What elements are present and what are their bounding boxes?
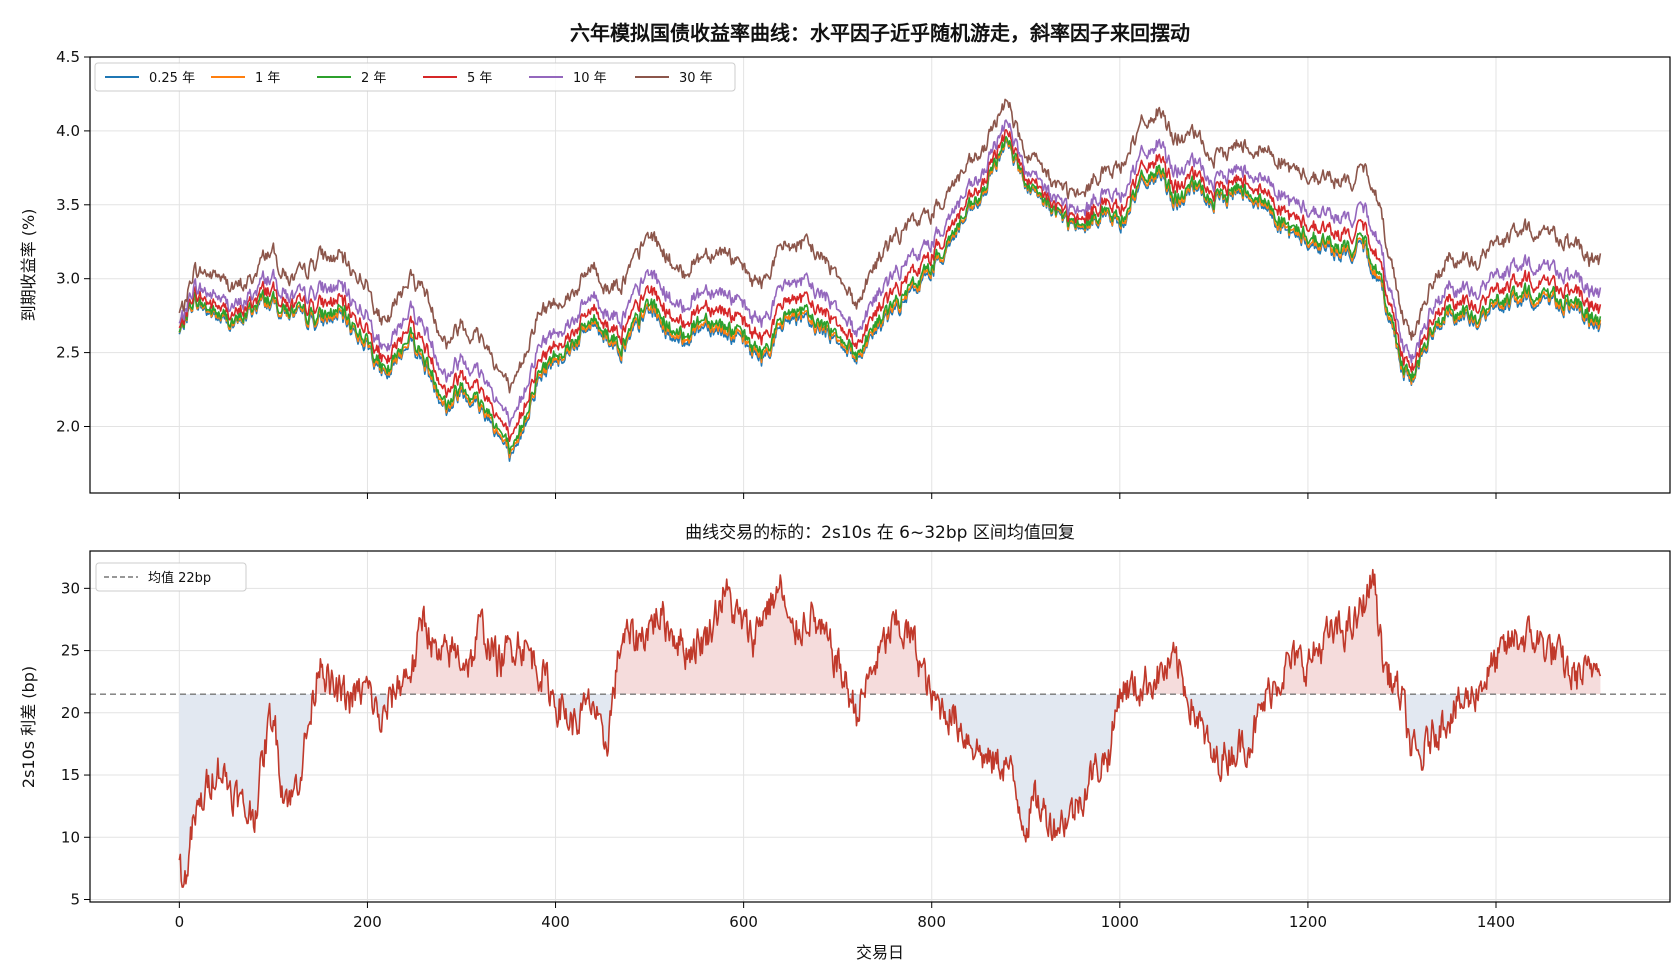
spread-y-tick-label: 30: [61, 579, 80, 597]
spread-x-tick-label: 600: [729, 913, 758, 931]
yield-y-tick-label: 3.0: [56, 270, 80, 288]
spread-y-tick-label: 20: [61, 704, 80, 722]
spread-line: [178, 568, 1602, 888]
spread-y-axis-label: 2s10s 利差 (bp): [19, 666, 38, 788]
spread-y-tick-label: 15: [61, 766, 80, 784]
spread-chart-title: 曲线交易的标的：2s10s 在 6~32bp 区间均值回复: [685, 523, 1075, 543]
yield-legend-box: [94, 62, 736, 92]
spread-x-tick-label: 200: [353, 913, 382, 931]
spread-x-tick-label: 800: [917, 913, 946, 931]
yield-curve-panel: 2.0 2.5 3.0 3.5 4.0 4.5 0.25 年 1 年 2 年 5 年 10 年 30 …: [56, 48, 1671, 499]
legend-label-2: 2 年: [361, 71, 386, 86]
yield-y-tick-label: 4.5: [56, 48, 80, 66]
legend-label-0: 0.25 年: [149, 71, 195, 86]
legend-label-5: 30 年: [679, 71, 713, 86]
spread-x-tick-label: 1200: [1289, 913, 1327, 931]
legend-label-4: 10 年: [573, 71, 607, 86]
yield-lines: [178, 98, 1602, 462]
yield-y-tick-label: 4.0: [56, 122, 80, 140]
spread-y-tick-label: 10: [61, 828, 80, 846]
yield-y-tick-label: 2.5: [56, 344, 80, 362]
legend-label-1: 1 年: [255, 71, 280, 86]
yield-y-axis-label: 到期收益率 (%): [19, 209, 38, 322]
spread-x-tick-label: 0: [175, 913, 185, 931]
series-line-5: [178, 98, 1602, 394]
x-axis-label: 交易日: [856, 943, 904, 962]
series-line-3: [178, 129, 1602, 443]
spread-frame: [89, 550, 1671, 903]
yield-y-tick-label: 3.5: [56, 196, 80, 214]
mean-legend-label: 均值 22bp: [148, 570, 211, 586]
figure-title: 六年模拟国债收益率曲线：水平因子近乎随机游走，斜率因子来回摆动: [570, 21, 1190, 45]
spread-y-tick-label: 25: [61, 642, 80, 660]
series-line-2: [178, 135, 1602, 455]
spread-x-tick-label: 1000: [1101, 913, 1139, 931]
spread-fill-below-mean: [179, 694, 1601, 888]
spread-y-tick-label: 5: [70, 891, 80, 909]
spread-x-tick-label: 1400: [1477, 913, 1515, 931]
spread-panel: 0 200 400 600 800 1000 1200 1400 5 10 15 20 25 30 均值 2…: [61, 550, 1671, 931]
yield-frame: [89, 56, 1671, 494]
yield-y-tick-label: 2.0: [56, 417, 80, 435]
spread-x-tick-label: 400: [541, 913, 570, 931]
spread-legend-box: [95, 562, 247, 592]
legend-label-3: 5 年: [467, 71, 492, 86]
series-line-4: [178, 119, 1602, 428]
